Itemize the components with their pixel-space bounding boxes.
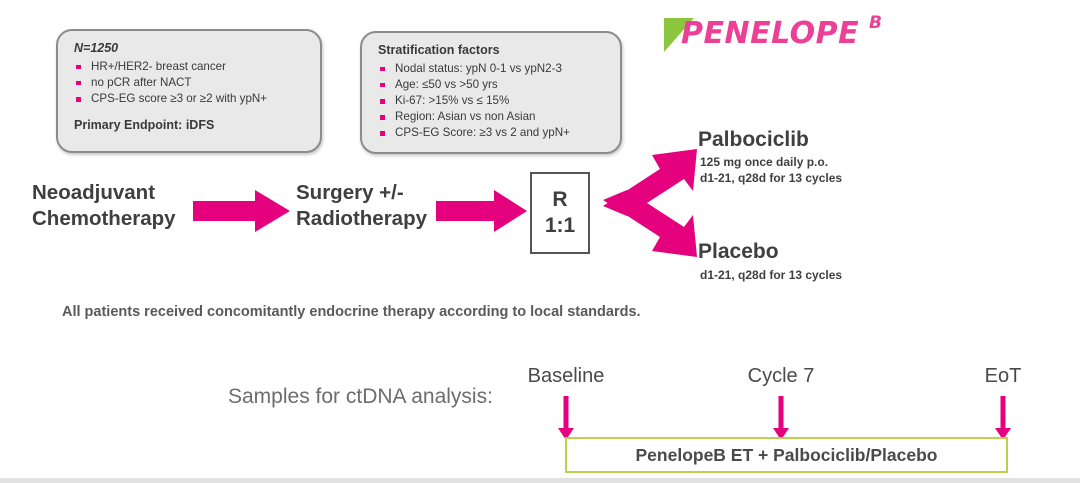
timepoint-label-eot: EoT xyxy=(984,365,1022,387)
list-item-label: CPS-EG score ≥3 or ≥2 with ypN+ xyxy=(91,92,268,106)
arm-detail-line1: 125 mg once daily p.o. xyxy=(700,155,829,169)
stratification-box: Stratification factors Nodal status: ypN… xyxy=(360,31,622,154)
bullet-square-icon xyxy=(76,97,81,102)
treatment-period-bar: PenelopeB ET + Palbociclib/Placebo xyxy=(565,437,1008,473)
arm-detail-line2: d1-21, q28d for 13 cycles xyxy=(700,170,843,185)
list-item-label: HR+/HER2- breast cancer xyxy=(91,59,226,73)
endocrine-therapy-note: All patients received concomitantly endo… xyxy=(62,304,641,320)
list-item-label: Region: Asian vs non Asian xyxy=(395,110,536,124)
arm-title-palbociclib: Palbociclib xyxy=(698,128,809,151)
timepoint-label-baseline: Baseline xyxy=(527,365,605,387)
flow-step-neoadjuvant-chemotherapy: Neoadjuvant Chemotherapy xyxy=(32,180,176,232)
logo-superscript: B xyxy=(869,13,882,33)
arrow-surgery-to-randomization-icon xyxy=(436,190,527,232)
timepoint-arrow-eot-icon xyxy=(995,396,1011,440)
timepoint-label-cycle7: Cycle 7 xyxy=(747,365,815,387)
arm-detail-palbociclib: 125 mg once daily p.o. d1-21, q28d for 1… xyxy=(700,155,842,186)
list-item-label: Ki-67: >15% vs ≤ 15% xyxy=(395,94,510,108)
list-item: Ki-67: >15% vs ≤ 15% xyxy=(376,93,608,109)
list-item: Region: Asian vs non Asian xyxy=(376,109,608,125)
randomization-ratio: 1:1 xyxy=(544,214,576,237)
bullet-square-icon xyxy=(76,64,81,70)
flow-step-line2: Chemotherapy xyxy=(32,207,176,230)
arrow-chemo-to-surgery-icon xyxy=(193,190,290,232)
flow-step-line1: Neoadjuvant xyxy=(32,181,156,204)
list-item-label: no pCR after NACT xyxy=(91,75,192,89)
population-box-title: N=1250 xyxy=(74,41,119,55)
arm-detail-line1: d1-21, q28d for 13 cycles xyxy=(700,268,843,282)
list-item-label: Nodal status: ypN 0-1 vs ypN2-3 xyxy=(395,61,562,75)
bullet-square-icon xyxy=(380,82,385,88)
bullet-square-icon xyxy=(76,80,81,86)
penelope-b-logo: PENELOPE B xyxy=(664,13,900,62)
bullet-square-icon xyxy=(380,131,385,136)
green-flag-icon xyxy=(664,18,694,52)
timepoint-arrow-baseline-icon xyxy=(558,396,574,440)
list-item: Age: ≤50 vs >50 yrs xyxy=(376,77,608,93)
primary-endpoint-label: Primary Endpoint: iDFS xyxy=(74,118,215,133)
ctdna-analysis-label: Samples for ctDNA analysis: xyxy=(228,385,493,408)
stratification-box-title: Stratification factors xyxy=(378,43,500,57)
randomization-letter: R xyxy=(552,188,568,211)
arm-title-placebo: Placebo xyxy=(698,240,779,263)
flow-step-surgery-radiotherapy: Surgery +/- Radiotherapy xyxy=(296,180,427,232)
bullet-square-icon xyxy=(380,99,385,104)
randomization-split-arrows-icon xyxy=(603,149,697,257)
bullet-square-icon xyxy=(380,66,385,72)
flow-step-line1: Surgery +/- xyxy=(296,181,404,204)
list-item: HR+/HER2- breast cancer xyxy=(72,59,308,75)
bullet-square-icon xyxy=(380,115,385,120)
list-item: Nodal status: ypN 0-1 vs ypN2-3 xyxy=(376,61,608,77)
list-item: CPS-EG score ≥3 or ≥2 with ypN+ xyxy=(72,91,308,107)
bottom-strip xyxy=(0,478,1080,483)
list-item-label: Age: ≤50 vs >50 yrs xyxy=(395,77,498,91)
timepoint-arrow-cycle7-icon xyxy=(773,396,789,440)
randomization-box: R 1:1 xyxy=(530,172,590,254)
list-item: CPS-EG Score: ≥3 vs 2 and ypN+ xyxy=(376,125,608,141)
population-bullet-list: HR+/HER2- breast cancer no pCR after NAC… xyxy=(72,59,308,108)
arm-detail-placebo: d1-21, q28d for 13 cycles xyxy=(700,268,842,284)
flow-step-line2: Radiotherapy xyxy=(296,207,427,230)
treatment-period-label: PenelopeB ET + Palbociclib/Placebo xyxy=(635,444,938,465)
list-item-label: CPS-EG Score: ≥3 vs 2 and ypN+ xyxy=(395,126,570,140)
stratification-bullet-list: Nodal status: ypN 0-1 vs ypN2-3 Age: ≤50… xyxy=(376,61,608,142)
population-box: N=1250 HR+/HER2- breast cancer no pCR af… xyxy=(56,29,322,153)
logo-wordmark: PENELOPE xyxy=(681,16,860,51)
list-item: no pCR after NACT xyxy=(72,75,308,91)
